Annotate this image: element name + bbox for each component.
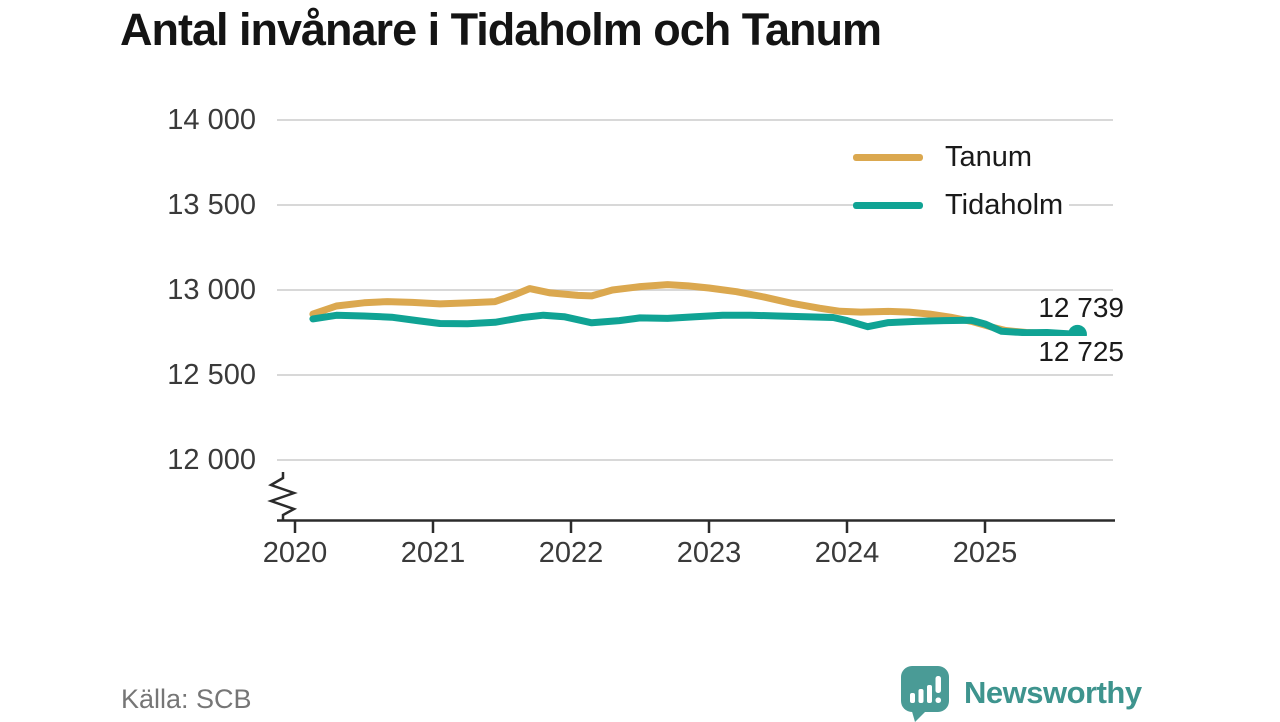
y-axis-label: 14 000 bbox=[167, 104, 256, 136]
y-axis-label: 12 000 bbox=[167, 444, 256, 476]
y-axis-label: 13 000 bbox=[167, 274, 256, 306]
y-axis-label: 13 500 bbox=[167, 189, 256, 221]
end-value-label-tanum: 12 725 bbox=[1012, 336, 1126, 368]
y-axis-break-icon bbox=[267, 472, 298, 520]
legend-label-tidaholm: Tidaholm bbox=[945, 188, 1064, 222]
chart-legend: Tanum Tidaholm bbox=[853, 140, 1070, 238]
end-value-label-tidaholm: 12 739 bbox=[1012, 292, 1126, 324]
source-caption: Källa: SCB bbox=[121, 684, 252, 714]
x-axis-label: 2023 bbox=[676, 537, 742, 569]
legend-item-tidaholm: Tidaholm bbox=[853, 188, 1070, 222]
series-line-tidaholm bbox=[309, 311, 1081, 338]
tidaholm-line-swatch-icon bbox=[853, 201, 923, 209]
newsworthy-logo-icon bbox=[901, 666, 949, 722]
x-axis-label: 2020 bbox=[262, 537, 328, 569]
newsworthy-branding: Newsworthy bbox=[898, 664, 1142, 722]
x-axis-label: 2022 bbox=[538, 537, 604, 569]
x-axis-label: 2025 bbox=[952, 537, 1018, 569]
legend-item-tanum: Tanum bbox=[853, 140, 1070, 174]
legend-label-tanum: Tanum bbox=[945, 140, 1033, 174]
tanum-line-swatch-icon bbox=[853, 153, 923, 161]
y-axis-label: 12 500 bbox=[167, 359, 256, 391]
chart-title: Antal invånare i Tidaholm och Tanum bbox=[120, 4, 882, 55]
x-axis-label: 2024 bbox=[814, 537, 880, 569]
series-line-tanum bbox=[309, 281, 1081, 341]
newsworthy-logo-text: Newsworthy bbox=[964, 675, 1142, 710]
x-axis-label: 2021 bbox=[400, 537, 466, 569]
